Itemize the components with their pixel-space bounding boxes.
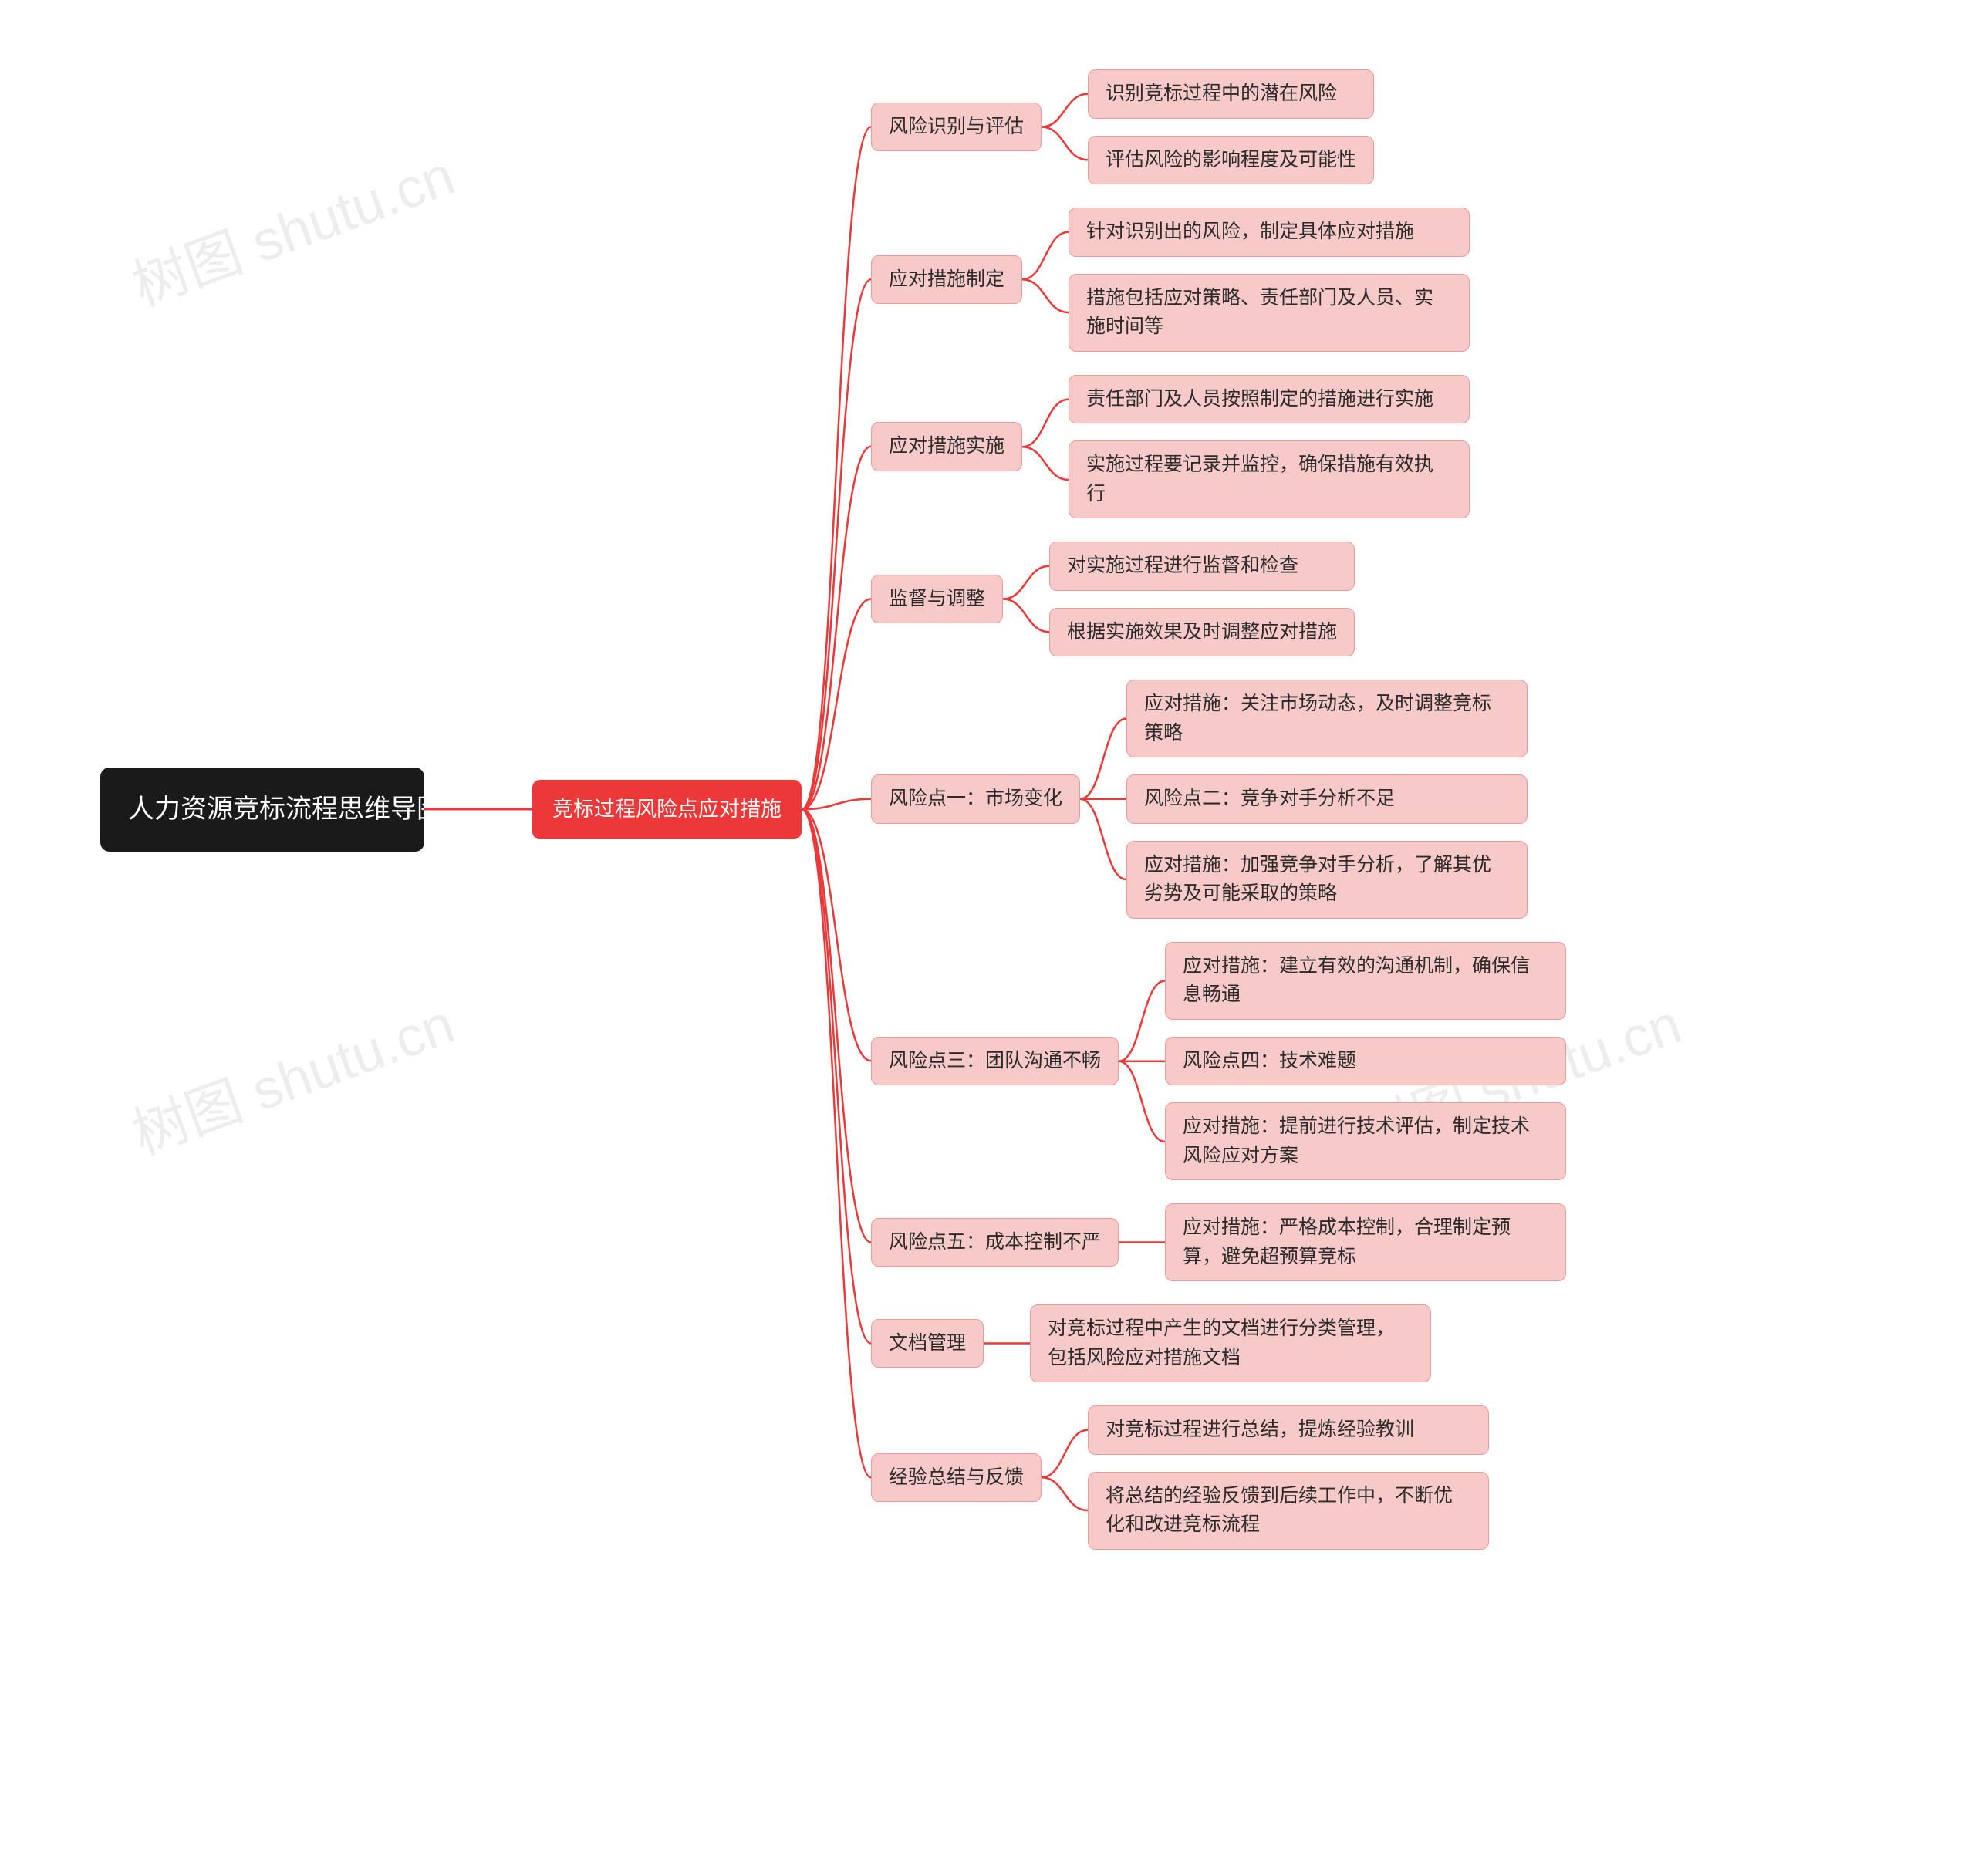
- branch-node: 应对措施实施: [871, 422, 1022, 471]
- leaf-group: 应对措施：建立有效的沟通机制，确保信息畅通 风险点四：技术难题 应对措施：提前进…: [1165, 942, 1566, 1181]
- leaf-node: 责任部门及人员按照制定的措施进行实施: [1069, 375, 1470, 424]
- leaf-node: 应对措施：关注市场动态，及时调整竞标策略: [1126, 680, 1528, 757]
- leaf-node: 应对措施：严格成本控制，合理制定预算，避免超预算竞标: [1165, 1203, 1566, 1281]
- leaf-node: 风险点四：技术难题: [1165, 1037, 1566, 1086]
- branch-node: 风险点五：成本控制不严: [871, 1218, 1119, 1267]
- branch-row-8: 经验总结与反馈 对竞标过程进行总结，提炼经验教训 将总结的经验反馈到后续工作中，…: [871, 1405, 1566, 1550]
- leaf-node: 根据实施效果及时调整应对措施: [1049, 608, 1355, 657]
- leaf-node: 应对措施：建立有效的沟通机制，确保信息畅通: [1165, 942, 1566, 1020]
- leaf-node: 措施包括应对策略、责任部门及人员、实施时间等: [1069, 274, 1470, 352]
- connector-branch-fan: [1042, 69, 1088, 184]
- connector-level1-fan: [802, 69, 871, 1550]
- branch-node: 风险识别与评估: [871, 103, 1042, 152]
- leaf-group: 识别竞标过程中的潜在风险 评估风险的影响程度及可能性: [1088, 69, 1374, 184]
- branch-node: 文档管理: [871, 1319, 984, 1368]
- branch-row-1: 应对措施制定 针对识别出的风险，制定具体应对措施 措施包括应对策略、责任部门及人…: [871, 208, 1566, 352]
- root-node: 人力资源竞标流程思维导图: [100, 768, 424, 852]
- leaf-group: 对竞标过程进行总结，提炼经验教训 将总结的经验反馈到后续工作中，不断优化和改进竞…: [1088, 1405, 1489, 1550]
- branches-column: 风险识别与评估 识别竞标过程中的潜在风险 评估风险的影响程度及可能性 应对措施制…: [871, 69, 1566, 1550]
- branch-row-3: 监督与调整 对实施过程进行监督和检查 根据实施效果及时调整应对措施: [871, 542, 1566, 656]
- branch-node: 应对措施制定: [871, 255, 1022, 305]
- leaf-node: 风险点二：竞争对手分析不足: [1126, 774, 1528, 824]
- connector-branch-fan: [1080, 680, 1126, 919]
- leaf-node: 实施过程要记录并监控，确保措施有效执行: [1069, 440, 1470, 518]
- leaf-node: 对实施过程进行监督和检查: [1049, 542, 1355, 591]
- branch-row-2: 应对措施实施 责任部门及人员按照制定的措施进行实施 实施过程要记录并监控，确保措…: [871, 375, 1566, 519]
- leaf-node: 将总结的经验反馈到后续工作中，不断优化和改进竞标流程: [1088, 1472, 1489, 1550]
- leaf-group: 对实施过程进行监督和检查 根据实施效果及时调整应对措施: [1049, 542, 1355, 656]
- connector-branch-fan: [1119, 1203, 1165, 1281]
- leaf-node: 评估风险的影响程度及可能性: [1088, 136, 1374, 185]
- branch-row-0: 风险识别与评估 识别竞标过程中的潜在风险 评估风险的影响程度及可能性: [871, 69, 1566, 184]
- leaf-node: 针对识别出的风险，制定具体应对措施: [1069, 208, 1470, 257]
- leaf-node: 识别竞标过程中的潜在风险: [1088, 69, 1374, 119]
- connector-branch-fan: [1022, 208, 1069, 352]
- leaf-group: 对竞标过程中产生的文档进行分类管理，包括风险应对措施文档: [1030, 1304, 1431, 1382]
- connector-branch-fan: [1042, 1405, 1088, 1550]
- level1-node: 竞标过程风险点应对措施: [532, 780, 802, 839]
- connector-branch-fan: [1119, 942, 1165, 1181]
- leaf-node: 应对措施：提前进行技术评估，制定技术风险应对方案: [1165, 1102, 1566, 1180]
- leaf-group: 责任部门及人员按照制定的措施进行实施 实施过程要记录并监控，确保措施有效执行: [1069, 375, 1470, 519]
- branch-node: 风险点三：团队沟通不畅: [871, 1037, 1119, 1086]
- leaf-group: 针对识别出的风险，制定具体应对措施 措施包括应对策略、责任部门及人员、实施时间等: [1069, 208, 1470, 352]
- branch-node: 风险点一：市场变化: [871, 774, 1080, 824]
- leaf-node: 对竞标过程进行总结，提炼经验教训: [1088, 1405, 1489, 1455]
- branch-row-7: 文档管理 对竞标过程中产生的文档进行分类管理，包括风险应对措施文档: [871, 1304, 1566, 1382]
- connector-branch-fan: [1022, 375, 1069, 519]
- leaf-node: 应对措施：加强竞争对手分析，了解其优劣势及可能采取的策略: [1126, 841, 1528, 919]
- mindmap-container: 人力资源竞标流程思维导图 竞标过程风险点应对措施 风险识别与评估 识别竞标过程中…: [100, 69, 1566, 1550]
- branch-row-6: 风险点五：成本控制不严 应对措施：严格成本控制，合理制定预算，避免超预算竞标: [871, 1203, 1566, 1281]
- leaf-node: 对竞标过程中产生的文档进行分类管理，包括风险应对措施文档: [1030, 1304, 1431, 1382]
- branch-node: 经验总结与反馈: [871, 1453, 1042, 1503]
- branch-node: 监督与调整: [871, 575, 1003, 624]
- branch-row-5: 风险点三：团队沟通不畅 应对措施：建立有效的沟通机制，确保信息畅通 风险点四：技…: [871, 942, 1566, 1181]
- connector-branch-fan: [1003, 542, 1049, 656]
- leaf-group: 应对措施：严格成本控制，合理制定预算，避免超预算竞标: [1165, 1203, 1566, 1281]
- leaf-group: 应对措施：关注市场动态，及时调整竞标策略 风险点二：竞争对手分析不足 应对措施：…: [1126, 680, 1528, 919]
- branch-row-4: 风险点一：市场变化 应对措施：关注市场动态，及时调整竞标策略 风险点二：竞争对手…: [871, 680, 1566, 919]
- connector-branch-fan: [984, 1304, 1030, 1382]
